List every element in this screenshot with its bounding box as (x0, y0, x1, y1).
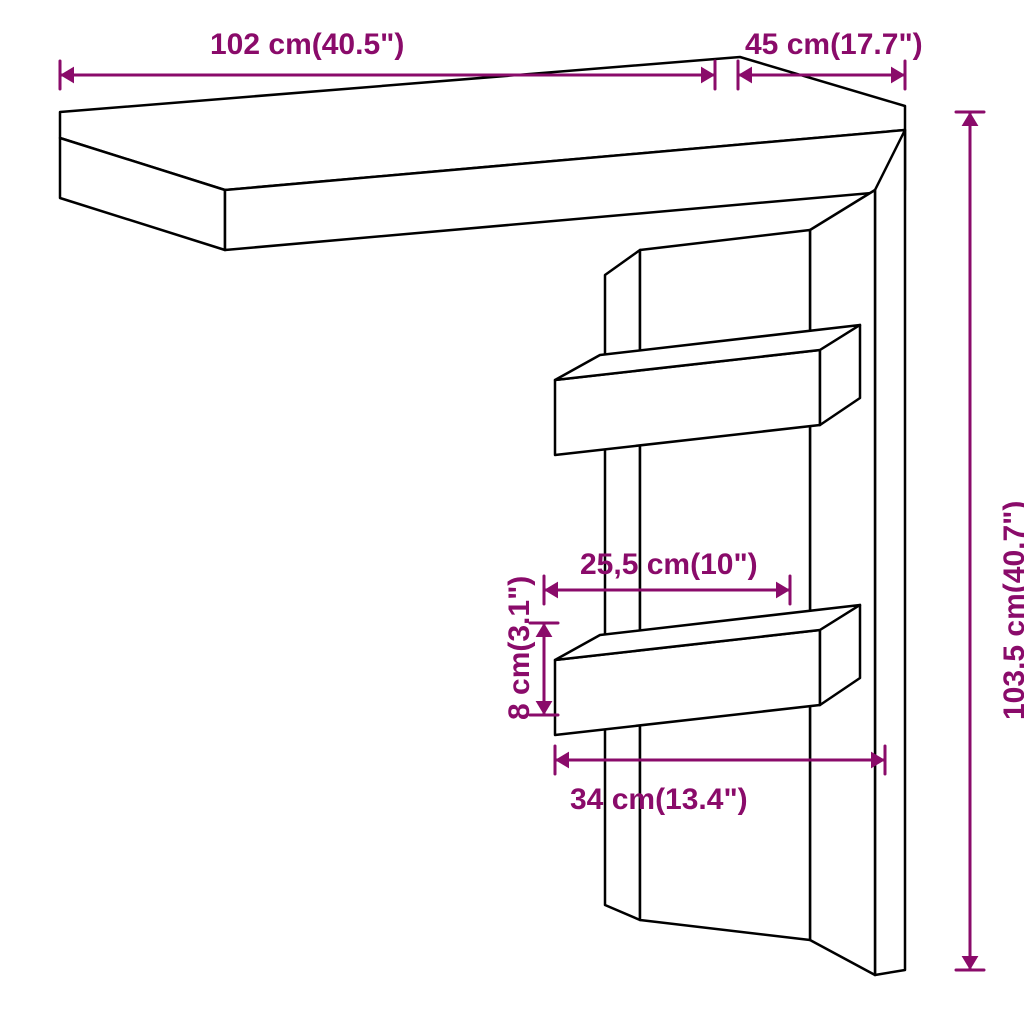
label-depth: 45 cm(17.7") (745, 30, 923, 60)
label-tray-height: 8 cm(3.1") (505, 576, 535, 720)
label-tray-width: 25,5 cm(10") (580, 550, 758, 580)
dimension-diagram (0, 0, 1024, 1024)
label-height: 103,5 cm(40.7") (1000, 501, 1024, 720)
label-tray-depth: 34 cm(13.4") (570, 785, 748, 815)
label-width: 102 cm(40.5") (210, 30, 404, 60)
